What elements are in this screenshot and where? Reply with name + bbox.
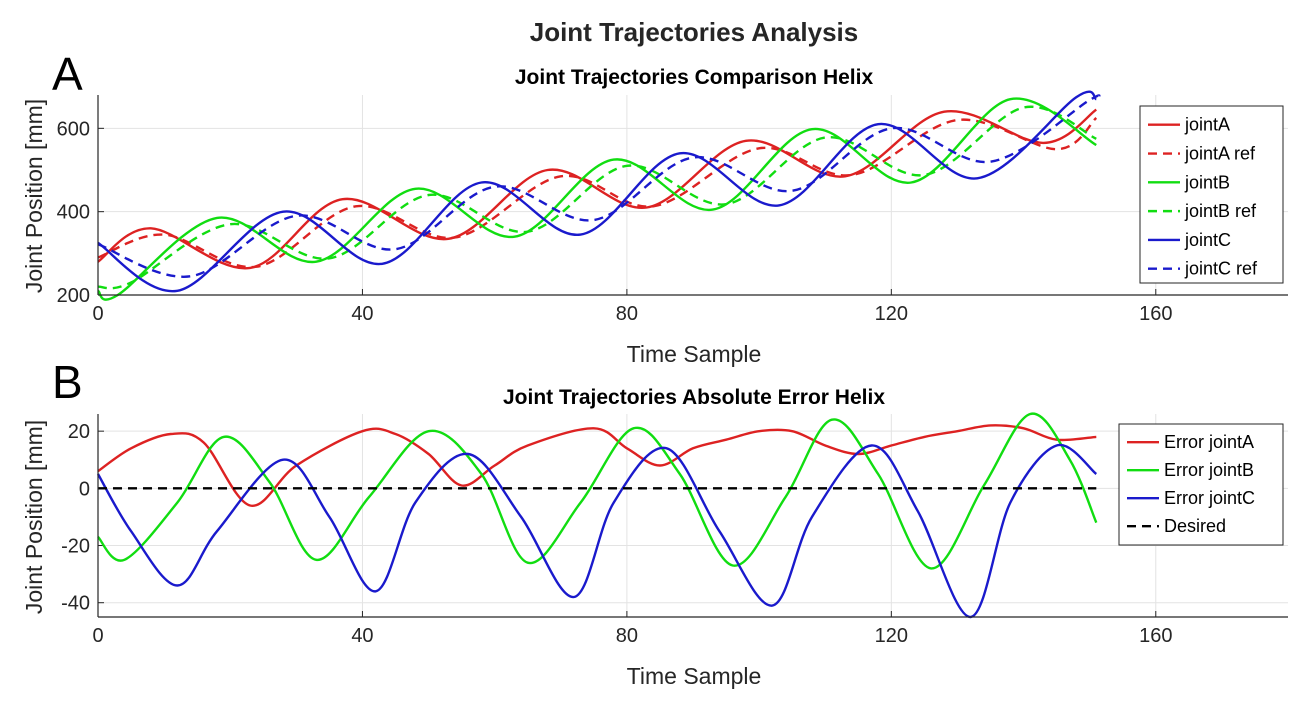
panel-a-xtick-4: 160 xyxy=(1139,303,1172,325)
panel-a-title: Joint Trajectories Comparison Helix xyxy=(515,66,874,89)
panel-a-xtick-3: 120 xyxy=(875,303,908,325)
panel-b-xtick-1: 40 xyxy=(351,625,373,647)
panel-a-series-jointa-ref xyxy=(97,116,1098,269)
panel-b-ytick-2: 0 xyxy=(79,478,90,500)
figure-title: Joint Trajectories Analysis xyxy=(530,17,859,47)
panel-a-series-jointb xyxy=(97,97,1097,301)
panel-b-title: Joint Trajectories Absolute Error Helix xyxy=(503,386,885,409)
panel-b-xtick-3: 120 xyxy=(875,625,908,647)
panel-b-series-error-jointb xyxy=(97,412,1098,570)
panel-a-legend xyxy=(1139,105,1284,284)
panel-b-ytick-3: 20 xyxy=(68,421,90,443)
panel-a-legend-label-3: jointB ref xyxy=(1184,201,1257,221)
panel-b-ytick-1: -20 xyxy=(61,536,90,558)
panel-letter-b: B xyxy=(52,356,83,408)
panel-b-legend-label-1: Error jointB xyxy=(1164,460,1254,480)
panel-a-legend-label-4: jointC xyxy=(1184,230,1231,250)
panel-a-series-jointa xyxy=(97,108,1098,270)
panel-a-ylabel: Joint Position [mm] xyxy=(21,99,47,293)
panel-a-xtick-2: 80 xyxy=(616,303,638,325)
panel-letter-a: A xyxy=(52,48,83,100)
panel-a-ytick-0: 200 xyxy=(57,285,90,307)
panel-b: B Joint Trajectories Absolute Error Heli… xyxy=(21,356,1288,689)
panel-b-xtick-0: 0 xyxy=(92,625,103,647)
panel-a-xtick-1: 40 xyxy=(351,303,373,325)
panel-a-series-jointc-ref xyxy=(97,94,1101,278)
panel-b-series-error-jointc xyxy=(96,443,1098,619)
panel-a-xtick-0: 0 xyxy=(92,303,103,325)
panel-b-legend xyxy=(1118,423,1284,546)
panel-a-xlabel: Time Sample xyxy=(627,341,762,367)
panel-b-series-error-jointa xyxy=(97,424,1097,507)
panel-b-ylabel: Joint Position [mm] xyxy=(21,420,47,614)
panel-b-legend-label-2: Error jointC xyxy=(1164,488,1255,508)
panel-b-xtick-4: 160 xyxy=(1139,625,1172,647)
panel-b-legend-label-0: Error jointA xyxy=(1164,432,1254,452)
panel-a-legend-label-0: jointA xyxy=(1184,115,1230,135)
panel-a-ytick-1: 400 xyxy=(57,202,90,224)
panel-b-plot-area xyxy=(98,414,1288,617)
panel-a: A Joint Trajectories Comparison Helix Ti… xyxy=(21,48,1288,367)
panel-a-legend-label-2: jointB xyxy=(1184,172,1230,192)
panel-a-ytick-2: 600 xyxy=(57,118,90,140)
panel-b-xlabel: Time Sample xyxy=(627,663,762,689)
panel-a-legend-label-5: jointC ref xyxy=(1184,259,1258,279)
panel-a-legend-label-1: jointA ref xyxy=(1184,144,1256,164)
panel-b-xtick-2: 80 xyxy=(616,625,638,647)
panel-b-legend-label-3: Desired xyxy=(1164,516,1226,536)
panel-b-ytick-0: -40 xyxy=(61,593,90,615)
panel-a-series-jointb-ref xyxy=(97,105,1097,290)
